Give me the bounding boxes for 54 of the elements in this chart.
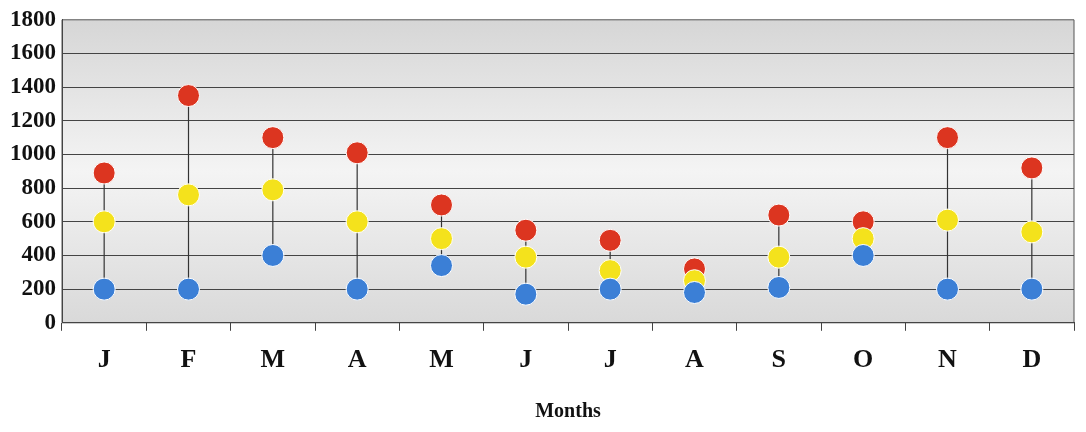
x-tick-label: J (603, 344, 617, 374)
point (430, 254, 453, 278)
point (767, 203, 791, 227)
point (936, 208, 959, 232)
x-tick-label: F (180, 344, 197, 374)
point (345, 210, 369, 234)
point (92, 277, 116, 301)
y-tick-label: 1600 (10, 39, 56, 65)
point (598, 228, 622, 252)
x-tick-label: M (260, 344, 286, 374)
y-tick-label: 0 (44, 308, 56, 334)
point (92, 161, 116, 185)
x-tick-label: J (519, 344, 533, 374)
point (177, 183, 200, 207)
x-tick-label: J (97, 344, 111, 374)
x-tick-label: N (938, 344, 958, 374)
y-tick-label: 1800 (10, 5, 56, 31)
y-tick-label: 1400 (10, 73, 56, 99)
point (683, 281, 706, 304)
point (177, 84, 200, 108)
point (936, 126, 959, 150)
point (92, 210, 116, 234)
point (177, 277, 200, 301)
point (1020, 156, 1044, 180)
point (345, 277, 369, 301)
x-tick-label: A (685, 344, 705, 374)
y-tick-label: 400 (21, 241, 56, 267)
point (514, 218, 538, 242)
y-tick-label: 600 (21, 207, 56, 233)
y-tick-label: 1200 (10, 106, 56, 132)
point (430, 193, 453, 217)
x-axis-title: Months (535, 399, 601, 422)
x-tick-label: S (771, 344, 787, 374)
y-tick-label: 200 (21, 275, 56, 301)
x-tick-label: M (429, 344, 454, 374)
point (514, 245, 538, 269)
x-tick-label: O (853, 344, 874, 374)
y-tick-label: 800 (21, 174, 56, 200)
point (598, 277, 622, 301)
point (767, 275, 791, 299)
point (261, 243, 285, 267)
x-tick-label: A (347, 344, 367, 374)
point (1020, 277, 1044, 301)
point (514, 282, 538, 306)
point (1020, 220, 1044, 244)
point (936, 277, 959, 301)
point (767, 245, 791, 269)
point (851, 243, 875, 267)
x-tick-label: D (1022, 344, 1042, 374)
point (345, 141, 369, 165)
point (261, 126, 285, 150)
point (430, 227, 453, 251)
point (261, 178, 285, 202)
y-tick-label: 1000 (10, 140, 56, 166)
